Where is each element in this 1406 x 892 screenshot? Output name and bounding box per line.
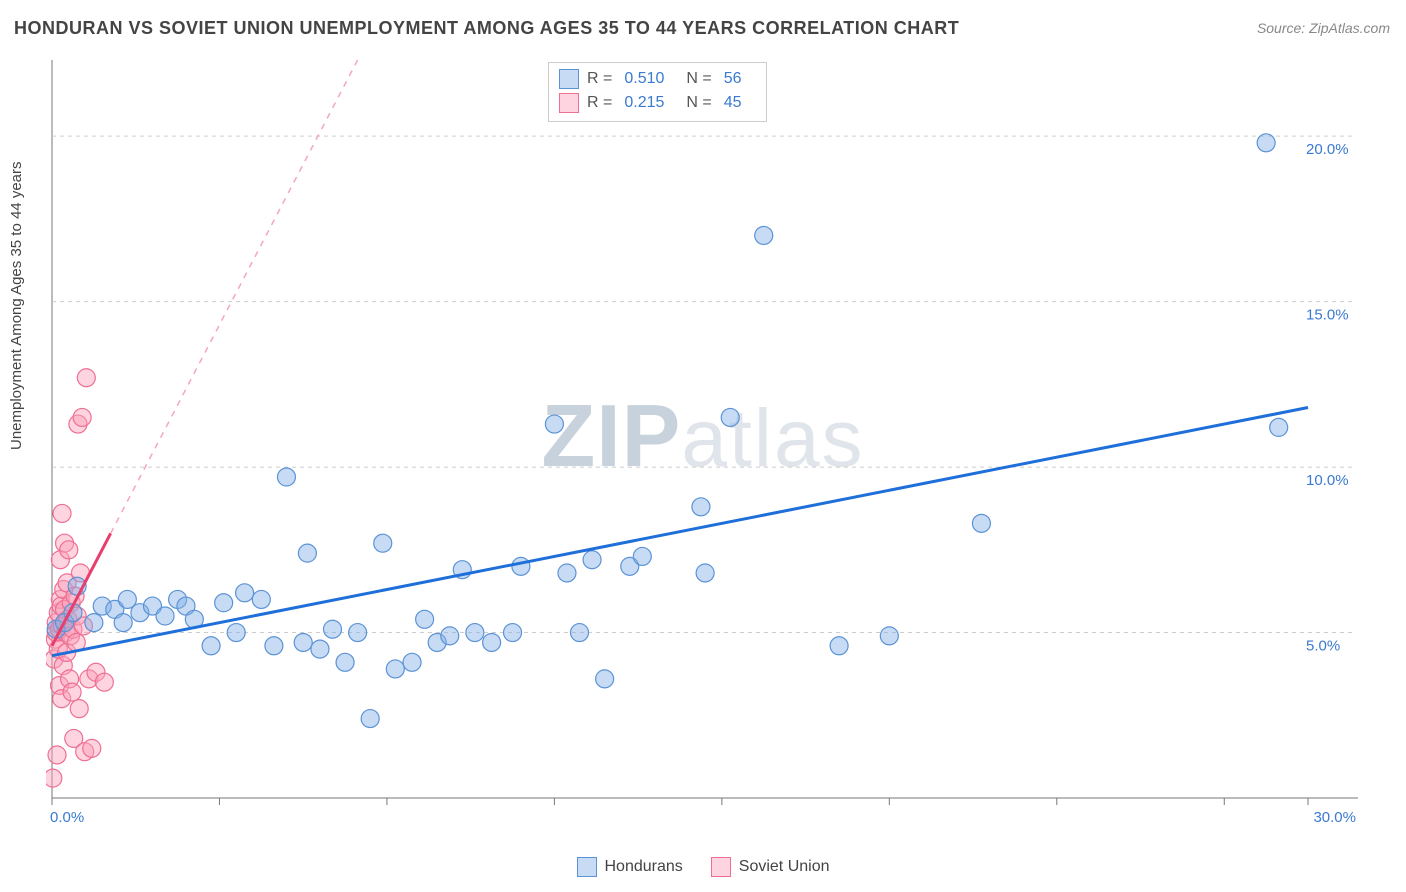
soviet-point [53, 504, 71, 522]
soviet-point [70, 700, 88, 718]
soviet-point [95, 673, 113, 691]
honduran-point [880, 627, 898, 645]
r-label: R = [587, 70, 612, 88]
x-tick-label: 0.0% [50, 809, 84, 826]
series-legend-item: Soviet Union [711, 857, 830, 877]
stats-legend: R = 0.510 N = 56 R = 0.215 N = 45 [548, 62, 767, 122]
honduran-point [403, 653, 421, 671]
honduran-point [298, 544, 316, 562]
n-label: N = [686, 94, 711, 112]
soviet-point [48, 746, 66, 764]
soviet-point [63, 683, 81, 701]
honduran-point [277, 468, 295, 486]
honduran-point [361, 710, 379, 728]
honduran-point [85, 614, 103, 632]
honduran-point [692, 498, 710, 516]
series-legend-label: Soviet Union [739, 858, 830, 876]
stats-legend-row: R = 0.510 N = 56 [559, 67, 756, 91]
honduran-point [571, 624, 589, 642]
soviet-trend-line-extended [111, 60, 387, 533]
honduran-point [252, 590, 270, 608]
honduran-point [721, 408, 739, 426]
honduran-point [416, 610, 434, 628]
honduran-point [1270, 418, 1288, 436]
series-legend: Hondurans Soviet Union [0, 857, 1406, 882]
honduran-point [504, 624, 522, 642]
honduran-trend-line [52, 408, 1308, 656]
n-label: N = [686, 70, 711, 88]
series-legend-item: Hondurans [577, 857, 683, 877]
y-tick-label: 20.0% [1306, 141, 1349, 158]
honduran-point [633, 547, 651, 565]
r-value: 0.215 [624, 94, 664, 112]
scatter-plot: 5.0% 10.0% 15.0% 20.0% 0.0% 30.0% [46, 60, 1362, 832]
honduran-point [596, 670, 614, 688]
y-tick-label: 10.0% [1306, 472, 1349, 489]
honduran-point [156, 607, 174, 625]
honduran-point [265, 637, 283, 655]
soviet-point [83, 739, 101, 757]
legend-swatch [559, 69, 579, 89]
honduran-point [755, 226, 773, 244]
n-value: 56 [724, 70, 742, 88]
honduran-point [583, 551, 601, 569]
honduran-point [227, 624, 245, 642]
honduran-point [311, 640, 329, 658]
honduran-point [512, 557, 530, 575]
soviet-point [77, 369, 95, 387]
honduran-point [294, 633, 312, 651]
legend-swatch [577, 857, 597, 877]
soviet-point [46, 769, 62, 787]
soviet-point [60, 541, 78, 559]
r-label: R = [587, 94, 612, 112]
series-legend-label: Hondurans [605, 858, 683, 876]
honduran-point [558, 564, 576, 582]
honduran-point [215, 594, 233, 612]
honduran-point [483, 633, 501, 651]
x-tick-label: 30.0% [1313, 809, 1356, 826]
r-value: 0.510 [624, 70, 664, 88]
stats-legend-row: R = 0.215 N = 45 [559, 91, 756, 115]
honduran-point [236, 584, 254, 602]
chart-title: HONDURAN VS SOVIET UNION UNEMPLOYMENT AM… [14, 18, 959, 39]
honduran-point [349, 624, 367, 642]
honduran-point [545, 415, 563, 433]
honduran-point [466, 624, 484, 642]
honduran-point [114, 614, 132, 632]
source-credit: Source: ZipAtlas.com [1257, 20, 1390, 36]
honduran-point [324, 620, 342, 638]
chart-container: HONDURAN VS SOVIET UNION UNEMPLOYMENT AM… [0, 0, 1406, 892]
honduran-point [336, 653, 354, 671]
legend-swatch [559, 93, 579, 113]
honduran-point [830, 637, 848, 655]
y-axis-label: Unemployment Among Ages 35 to 44 years [8, 161, 25, 450]
legend-swatch [711, 857, 731, 877]
honduran-point [202, 637, 220, 655]
honduran-point [386, 660, 404, 678]
n-value: 45 [724, 94, 742, 112]
y-tick-label: 5.0% [1306, 638, 1340, 655]
honduran-point [972, 514, 990, 532]
y-tick-label: 15.0% [1306, 307, 1349, 324]
honduran-point [441, 627, 459, 645]
honduran-point [374, 534, 392, 552]
honduran-point [696, 564, 714, 582]
honduran-point [1257, 134, 1275, 152]
soviet-point [73, 408, 91, 426]
